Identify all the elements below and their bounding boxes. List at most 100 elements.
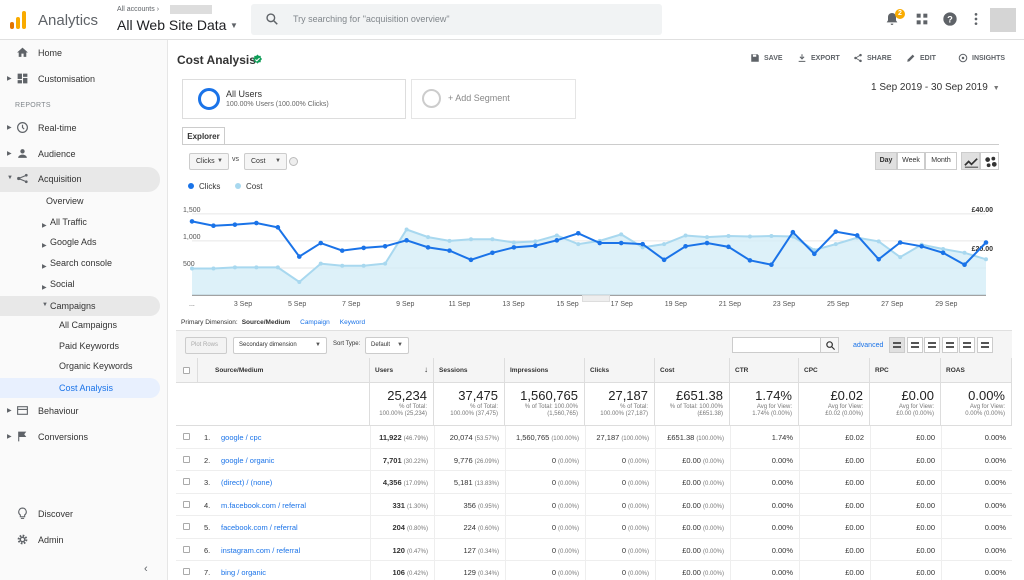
column-header[interactable]: Sessions <box>434 358 505 383</box>
table-view-icon[interactable] <box>976 337 993 353</box>
granularity-week-button[interactable]: Week <box>897 152 925 170</box>
tab-explorer[interactable]: Explorer <box>182 127 225 145</box>
sidebar-item-overview[interactable]: Overview <box>46 196 84 206</box>
bell-icon[interactable] <box>884 11 900 27</box>
sidebar-item-customisation[interactable]: ▶ Customisation <box>0 67 160 91</box>
help-icon[interactable]: ? <box>942 11 958 27</box>
search-bar[interactable] <box>251 4 662 35</box>
sidebar-item-cost-analysis[interactable]: Cost Analysis <box>0 378 160 398</box>
save-button[interactable]: SAVE <box>751 54 783 62</box>
sidebar-item-admin[interactable]: Admin <box>0 528 160 552</box>
collapse-sidebar-icon[interactable]: ‹ <box>144 563 148 575</box>
row-checkbox[interactable] <box>183 545 190 553</box>
table-search-input[interactable] <box>732 337 822 353</box>
sort-type-dropdown[interactable]: Default ▼ <box>365 337 409 354</box>
search-input[interactable] <box>293 11 643 27</box>
sidebar-item-conversions[interactable]: ▶ Conversions <box>0 425 160 449</box>
column-header[interactable]: Cost <box>655 358 730 383</box>
chart-resize-handle[interactable] <box>582 295 610 302</box>
sidebar-item-audience[interactable]: ▶ Audience <box>0 142 160 166</box>
advanced-filter-link[interactable]: advanced <box>853 342 884 349</box>
row-checkbox[interactable] <box>183 455 190 463</box>
sidebar-item-social[interactable]: ▶ Social <box>42 279 75 299</box>
table-view-icon[interactable] <box>889 337 905 353</box>
export-button[interactable]: EXPORT <box>798 54 840 62</box>
table-view-icon[interactable] <box>959 337 975 353</box>
row-checkbox[interactable] <box>183 433 190 440</box>
secondary-dimension-dropdown[interactable]: Secondary dimension ▼ <box>233 337 327 354</box>
add-segment-button[interactable]: + Add Segment <box>411 79 576 119</box>
column-header[interactable]: Impressions <box>505 358 585 383</box>
table-view-icon[interactable] <box>906 337 923 353</box>
row-checkbox[interactable] <box>183 478 190 485</box>
sidebar-item-acquisition[interactable]: ▼ Acquisition <box>0 167 160 192</box>
dimension-keyword-link[interactable]: Keyword <box>339 319 366 326</box>
chevron-down-icon[interactable]: ▼ <box>230 21 238 30</box>
row-checkbox[interactable] <box>183 568 190 575</box>
sidebar-item-organic-keywords[interactable]: Organic Keywords <box>59 361 133 371</box>
dimension-campaign-link[interactable]: Campaign <box>300 319 330 326</box>
row-checkbox[interactable] <box>183 500 190 508</box>
checkbox[interactable] <box>183 367 190 374</box>
more-vert-icon[interactable] <box>968 11 984 27</box>
column-header[interactable]: CPC <box>799 358 870 383</box>
select-all-checkbox-cell[interactable] <box>176 358 198 383</box>
row-checkbox[interactable] <box>183 523 190 530</box>
column-header[interactable]: RPC <box>870 358 941 383</box>
source-medium-link[interactable]: google / cpc <box>221 433 262 442</box>
sidebar-item-discover[interactable]: Discover <box>0 502 160 526</box>
legend-cost[interactable]: Cost <box>235 182 262 191</box>
metric1-dropdown[interactable]: Clicks ▼ <box>189 153 229 170</box>
analytics-logo-icon[interactable] <box>10 11 28 29</box>
table-view-icon[interactable] <box>924 337 940 353</box>
apps-grid-icon[interactable] <box>914 11 930 27</box>
motion-chart-icon[interactable] <box>980 152 999 170</box>
column-header[interactable]: Source/Medium <box>198 358 370 383</box>
y-tick-label: 1,000 <box>183 234 201 241</box>
date-range-picker[interactable]: 1 Sep 2019 - 30 Sep 2019 ▼ <box>871 82 1000 93</box>
column-header[interactable]: ROAS <box>941 358 1012 383</box>
edit-button[interactable]: EDIT <box>907 54 936 62</box>
legend-clicks[interactable]: Clicks <box>188 182 220 191</box>
remove-metric-icon[interactable] <box>289 157 298 166</box>
avatar[interactable] <box>990 8 1016 32</box>
account-breadcrumb[interactable]: All accounts › <box>117 6 160 13</box>
source-medium-link[interactable]: bing / organic <box>221 568 267 577</box>
column-header[interactable]: Users ↓ <box>370 358 434 383</box>
source-medium-link[interactable]: instagram.com / referral <box>221 545 301 555</box>
metric2-dropdown[interactable]: Cost ▼ <box>244 153 287 170</box>
sidebar-item-behaviour[interactable]: ▶ Behaviour <box>0 399 160 423</box>
source-medium-link[interactable]: facebook.com / referral <box>221 523 298 532</box>
sidebar-item-search-console[interactable]: ▶ Search console <box>42 258 112 278</box>
share-button[interactable]: SHARE <box>854 53 892 63</box>
insights-button[interactable]: INSIGHTS <box>958 53 1005 63</box>
sidebar-item-all-campaigns[interactable]: All Campaigns <box>59 320 118 330</box>
table-search-button[interactable] <box>820 337 839 353</box>
column-header[interactable]: Clicks <box>585 358 655 383</box>
column-header[interactable]: CTR <box>730 358 799 383</box>
line-chart[interactable]: 1,500 1,000 500 £40.00 £20.00... 3 Sep 5 Sep 7 … <box>180 195 996 315</box>
granularity-month-button[interactable]: Month <box>925 152 957 170</box>
clicks-data-point <box>361 245 366 251</box>
sidebar-item-home[interactable]: Home <box>0 41 160 65</box>
sidebar-item-all-traffic[interactable]: ▶ All Traffic <box>42 217 87 237</box>
source-medium-link[interactable]: (direct) / (none) <box>221 478 273 487</box>
source-medium-link[interactable]: m.facebook.com / referral <box>221 500 307 510</box>
sidebar-item-realtime[interactable]: ▶ Real-time <box>0 116 160 140</box>
sidebar-item-paid-keywords[interactable]: Paid Keywords <box>59 341 120 351</box>
cell-percentage: (0.00%) <box>627 503 649 510</box>
dimension-source-medium[interactable]: Source/Medium <box>241 319 291 326</box>
sort-descending-icon[interactable]: ↓ <box>424 365 428 374</box>
line-chart-icon[interactable] <box>961 152 980 170</box>
granularity-day-button[interactable]: Day <box>875 152 897 170</box>
cell-value: 1.74% <box>771 433 793 442</box>
plot-rows-button[interactable]: Plot Rows <box>185 337 227 354</box>
source-medium-link[interactable]: google / organic <box>221 455 275 465</box>
property-selector[interactable]: All Web Site Data <box>117 17 227 33</box>
sidebar-item-campaigns[interactable]: ▼ Campaigns <box>0 296 160 316</box>
clicks-data-point <box>554 238 560 243</box>
sidebar-item-google-ads[interactable]: ▶ Google Ads <box>42 237 97 257</box>
table-cell: 9,776 (26.09%) <box>434 456 499 465</box>
segment-all-users[interactable]: All Users 100.00% Users (100.00% Clicks) <box>182 79 406 119</box>
table-view-icon[interactable] <box>941 337 958 353</box>
